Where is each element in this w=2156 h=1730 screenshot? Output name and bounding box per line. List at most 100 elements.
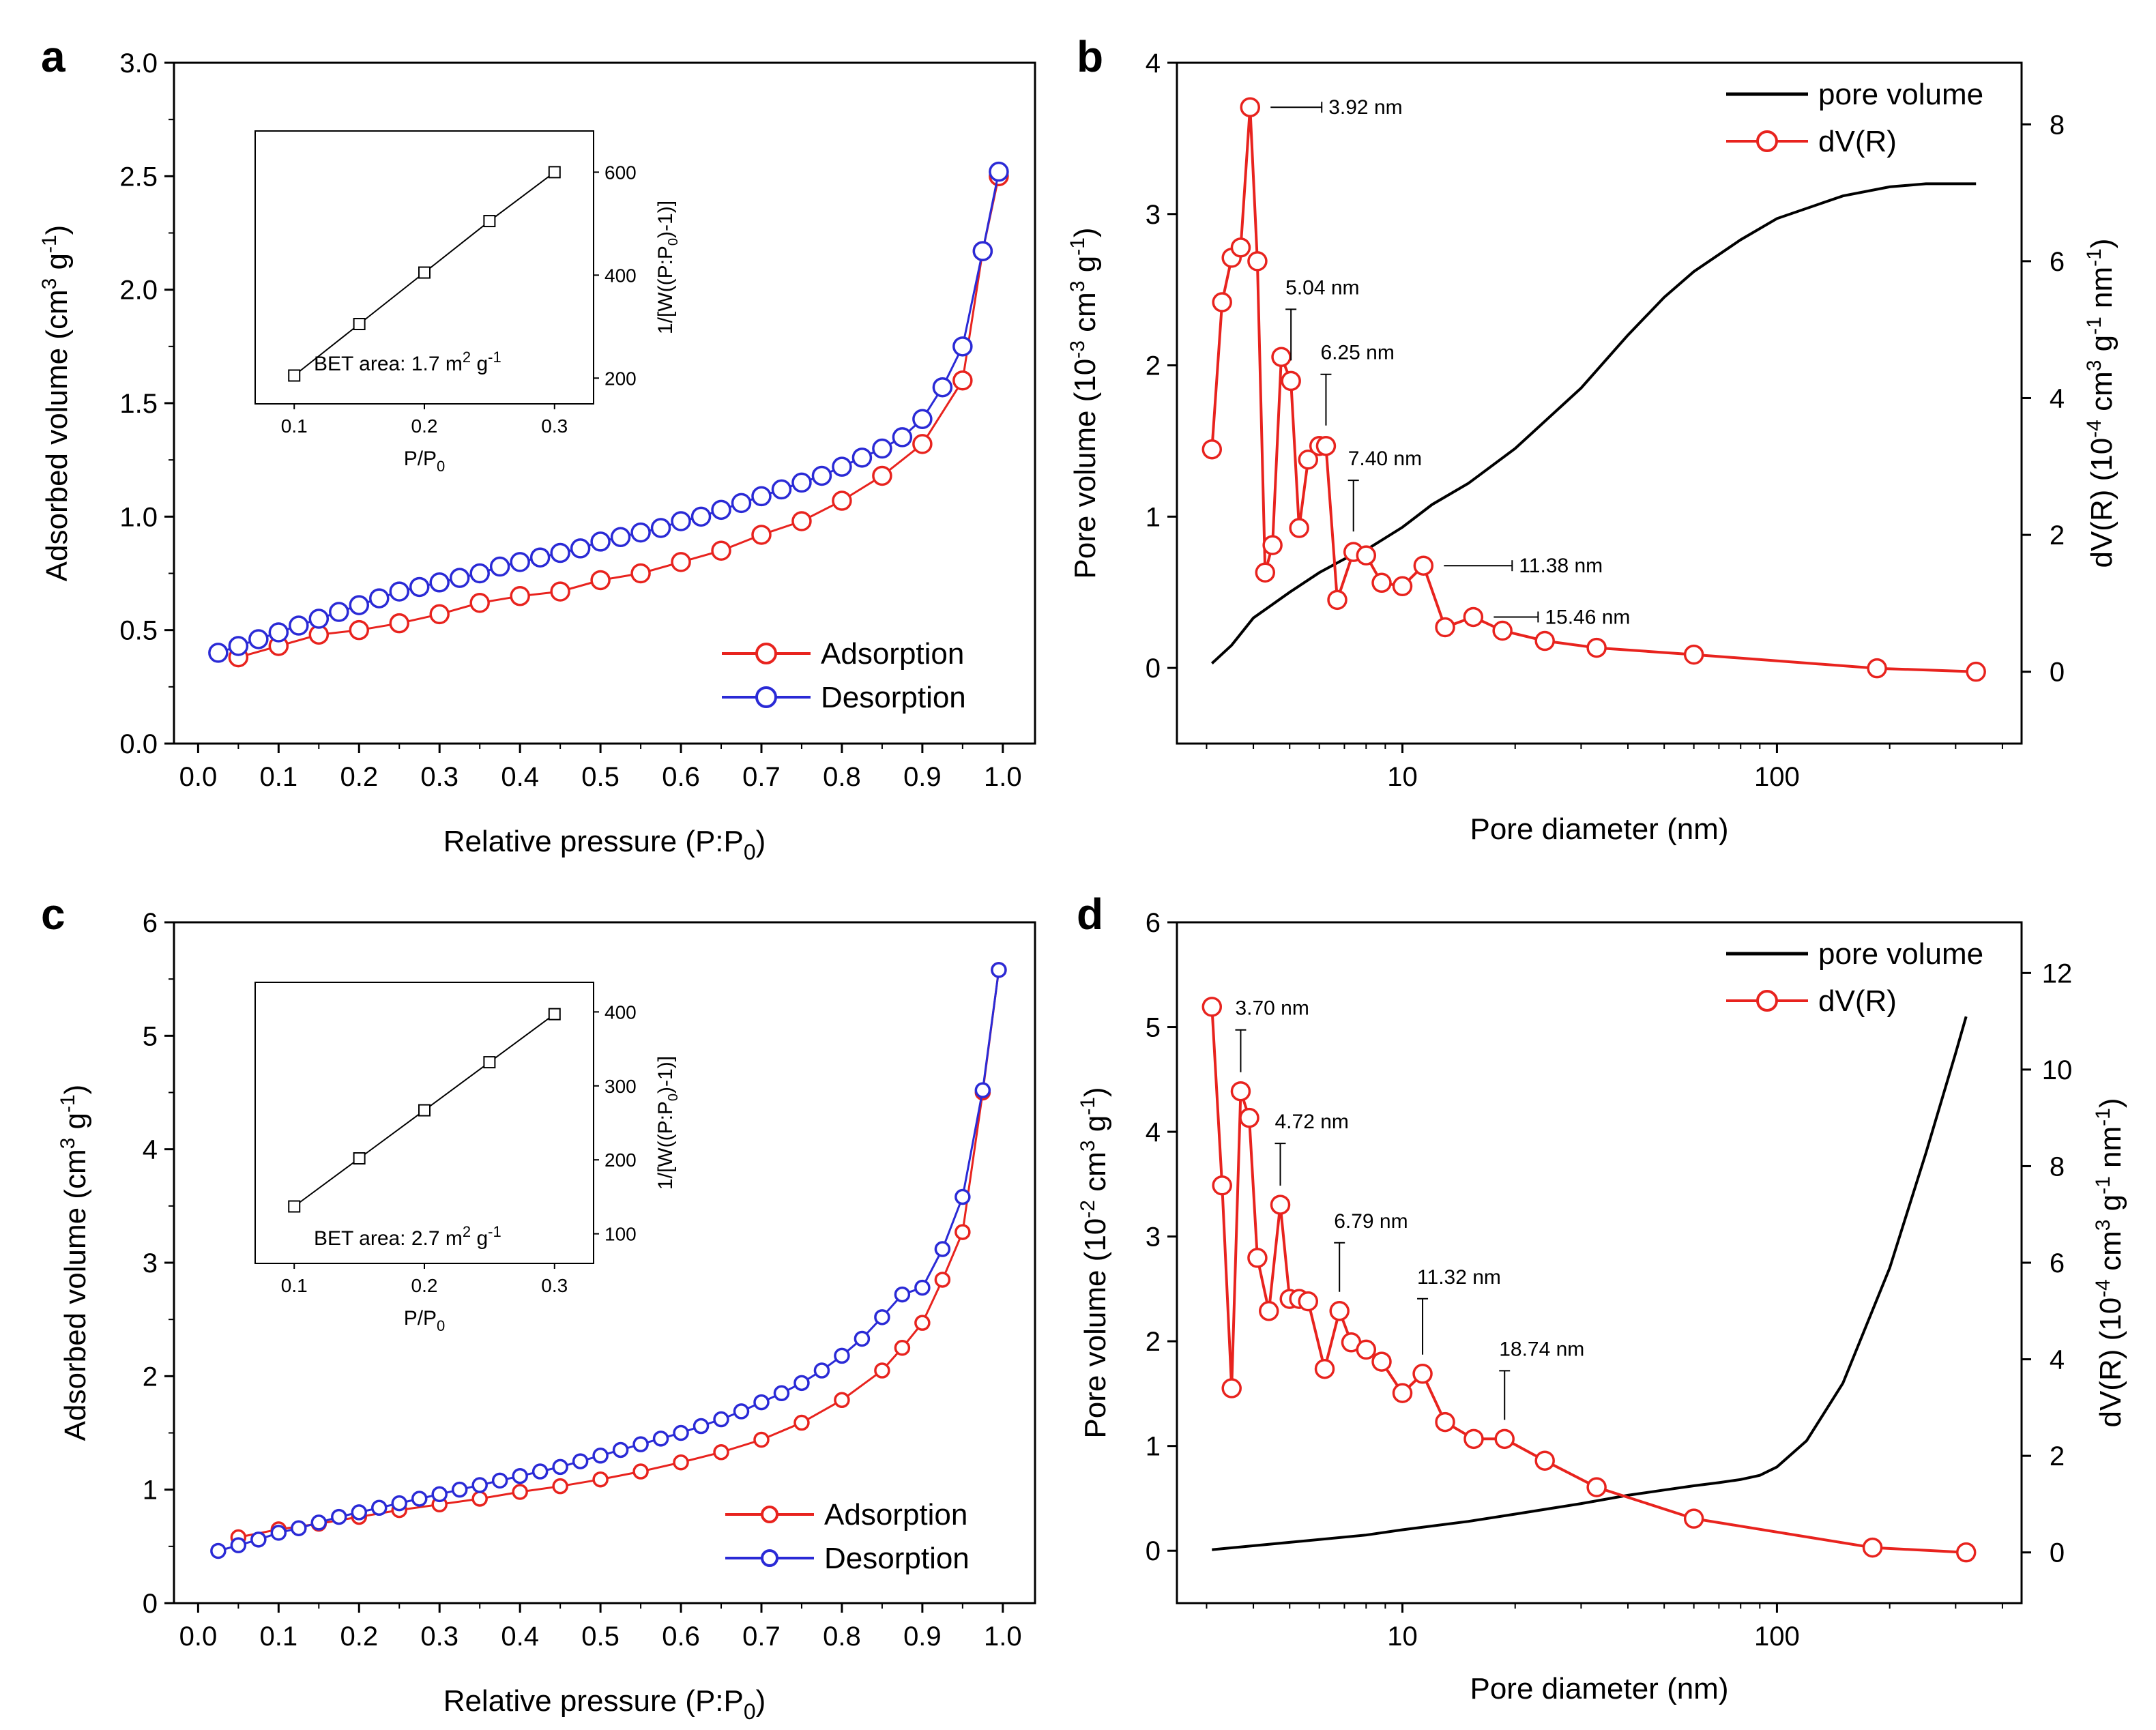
legend-dvr-label: dV(R) bbox=[1818, 125, 1897, 158]
panel-c-desorption-point bbox=[270, 1525, 287, 1541]
panel-a-desorption-point bbox=[369, 588, 390, 609]
panel-c-adsorption-point bbox=[713, 1444, 729, 1461]
panel-b-dvr-point bbox=[1289, 518, 1309, 538]
panel-c-xtick-label: 0.5 bbox=[581, 1622, 620, 1652]
panel-c-inset-point bbox=[483, 1056, 496, 1069]
panel-b-dvr-point bbox=[1212, 292, 1232, 312]
panel-d-dvr-point bbox=[1329, 1301, 1350, 1321]
panel-a-desorption-point bbox=[570, 538, 591, 559]
panel-d-ytick-right-label: 10 bbox=[2042, 1055, 2073, 1085]
panel-d-dvr-point bbox=[1201, 997, 1223, 1017]
panel-c-adsorption-point bbox=[894, 1340, 911, 1356]
panel-d-dvr-point bbox=[1392, 1383, 1413, 1403]
panel-b-letter: b bbox=[1077, 32, 1103, 81]
panel-a-adsorption-point bbox=[872, 465, 892, 486]
panel-a-inset-bet-label: BET area: 1.7 m2 g-1 bbox=[314, 349, 501, 375]
panel-d-dvr-point bbox=[1435, 1411, 1455, 1433]
panel-a-desorption-point bbox=[489, 556, 510, 577]
panel-d-dvr-point bbox=[1298, 1291, 1319, 1312]
panel-d-xlabel: Pore diameter (nm) bbox=[1470, 1672, 1728, 1705]
panel-b-ytick-right-label: 2 bbox=[2050, 521, 2065, 551]
panel-a-desorption-point bbox=[349, 595, 370, 615]
panel-b-dvr-point bbox=[1230, 237, 1251, 258]
panel-b-dvr-point bbox=[1413, 555, 1434, 576]
panel-b-ytick-left-label: 1 bbox=[1146, 502, 1161, 532]
panel-a-desorption-point bbox=[811, 465, 832, 486]
panel-c-xtick-label: 0.4 bbox=[501, 1622, 539, 1652]
panel-a-desorption-point bbox=[771, 479, 792, 500]
panel-a-ytick-label: 3.0 bbox=[119, 48, 158, 78]
panel-a-adsorption-point bbox=[832, 490, 852, 511]
panel-c-desorption-point bbox=[331, 1508, 347, 1525]
panel-b-dvr-point bbox=[1371, 572, 1392, 593]
panel-a-adsorption-point bbox=[711, 540, 731, 561]
panel-c-xtick-label: 0.3 bbox=[420, 1622, 458, 1652]
panel-d-ylabel-left: Pore volume (10-2 cm3 g-1) bbox=[1077, 1087, 1112, 1438]
panel-b-dvr-point bbox=[1966, 661, 1986, 682]
panel-c-desorption-point bbox=[874, 1309, 890, 1325]
panel-c-ytick-label: 6 bbox=[143, 908, 158, 938]
panel-b-ytick-left-label: 0 bbox=[1146, 654, 1161, 684]
legend-adsorption-marker bbox=[755, 643, 777, 664]
panel-b-ytick-right-label: 8 bbox=[2050, 110, 2065, 140]
panel-c-desorption-point bbox=[632, 1436, 649, 1452]
panel-a-adsorption-point bbox=[389, 613, 409, 634]
panel-a-adsorption-point bbox=[952, 370, 973, 391]
panel-a-desorption-point bbox=[650, 518, 671, 538]
panel-c-ytick-label: 3 bbox=[143, 1248, 158, 1278]
panel-c-xtick-label: 0.8 bbox=[823, 1622, 861, 1652]
panel-b-xtick-label: 10 bbox=[1387, 762, 1418, 792]
panel-c-inset-xtick-label: 0.2 bbox=[411, 1275, 438, 1296]
panel-d-ytick-left-label: 1 bbox=[1146, 1432, 1161, 1462]
panel-c-inset-ytick-label: 400 bbox=[604, 1001, 637, 1023]
panel-d-ylabel-right: dV(R) (10-4 cm3 g-1 nm-1) bbox=[2092, 1098, 2127, 1427]
panel-a-desorption-point bbox=[429, 572, 450, 593]
panel-d-dvr-point bbox=[1259, 1301, 1279, 1321]
panel-d-xtick-label: 100 bbox=[1754, 1622, 1800, 1652]
panel-b-dvr-line bbox=[1210, 107, 1977, 673]
panel-d-ytick-right-label: 12 bbox=[2042, 958, 2073, 988]
panel-d-legend: pore volume dV(R) bbox=[1726, 937, 1983, 1018]
panel-c-adsorption-point bbox=[914, 1315, 931, 1331]
legend-desorption-label: Desorption bbox=[824, 1542, 970, 1575]
panel-a-xtick-label: 0.0 bbox=[179, 762, 218, 792]
panel-a-inset-xlabel: P/P0 bbox=[404, 448, 446, 475]
panel-b-dvr-point bbox=[1271, 347, 1292, 368]
panel-d-ytick-left-label: 4 bbox=[1146, 1117, 1161, 1147]
panel-d-dvr-point bbox=[1683, 1508, 1704, 1529]
panel-a-desorption-point bbox=[268, 622, 289, 643]
panel-a-desorption-point bbox=[851, 448, 873, 468]
panel-d-ytick-right-label: 2 bbox=[2050, 1441, 2065, 1471]
panel-d-dvr-point bbox=[1494, 1428, 1515, 1450]
panel-a-adsorption-point bbox=[469, 592, 490, 613]
panel-c-desorption-point bbox=[612, 1441, 629, 1458]
panel-b-dvr-point bbox=[1356, 545, 1377, 566]
panel-b-dvr-point bbox=[1315, 435, 1337, 456]
panel-c-desorption-point bbox=[351, 1504, 368, 1521]
panel-c-inset-xlabel: P/P0 bbox=[404, 1307, 446, 1334]
panel-b-pore-volume-line bbox=[1210, 182, 1977, 664]
panel-a-desorption-point bbox=[630, 522, 651, 543]
panel-c-desorption-point bbox=[572, 1453, 589, 1469]
panel-c-adsorption-point bbox=[471, 1491, 488, 1507]
panel-a-desorption-point bbox=[610, 527, 631, 548]
legend-desorption-label: Desorption bbox=[821, 681, 966, 714]
panel-c-inset-point bbox=[353, 1152, 366, 1165]
panel-c-desorption-point bbox=[955, 1188, 971, 1205]
panel-d-dvr-point bbox=[1239, 1107, 1259, 1128]
legend-adsorption-marker bbox=[761, 1506, 778, 1523]
legend-desorption-marker bbox=[755, 686, 777, 708]
panel-c-desorption-point bbox=[471, 1477, 488, 1493]
panel-a-desorption-point bbox=[389, 581, 409, 602]
panel-a-adsorption-point bbox=[590, 570, 611, 591]
panel-d-ytick-right-label: 4 bbox=[2050, 1345, 2065, 1375]
panel-a-inset-point bbox=[418, 266, 431, 279]
legend-dvr-label: dV(R) bbox=[1818, 984, 1897, 1018]
legend-adsorption-label: Adsorption bbox=[824, 1498, 967, 1531]
panel-b: b 10 100 0 1 2 3 4 0 2 4 6 8 3.92 nm 5.04 nm 6.25 nm 7… bbox=[1066, 32, 2118, 846]
panel-d-dvr-point bbox=[1586, 1477, 1607, 1497]
panel-b-annotation-label: 3.92 nm bbox=[1328, 96, 1402, 119]
panel-c-desorption-point bbox=[552, 1458, 568, 1476]
